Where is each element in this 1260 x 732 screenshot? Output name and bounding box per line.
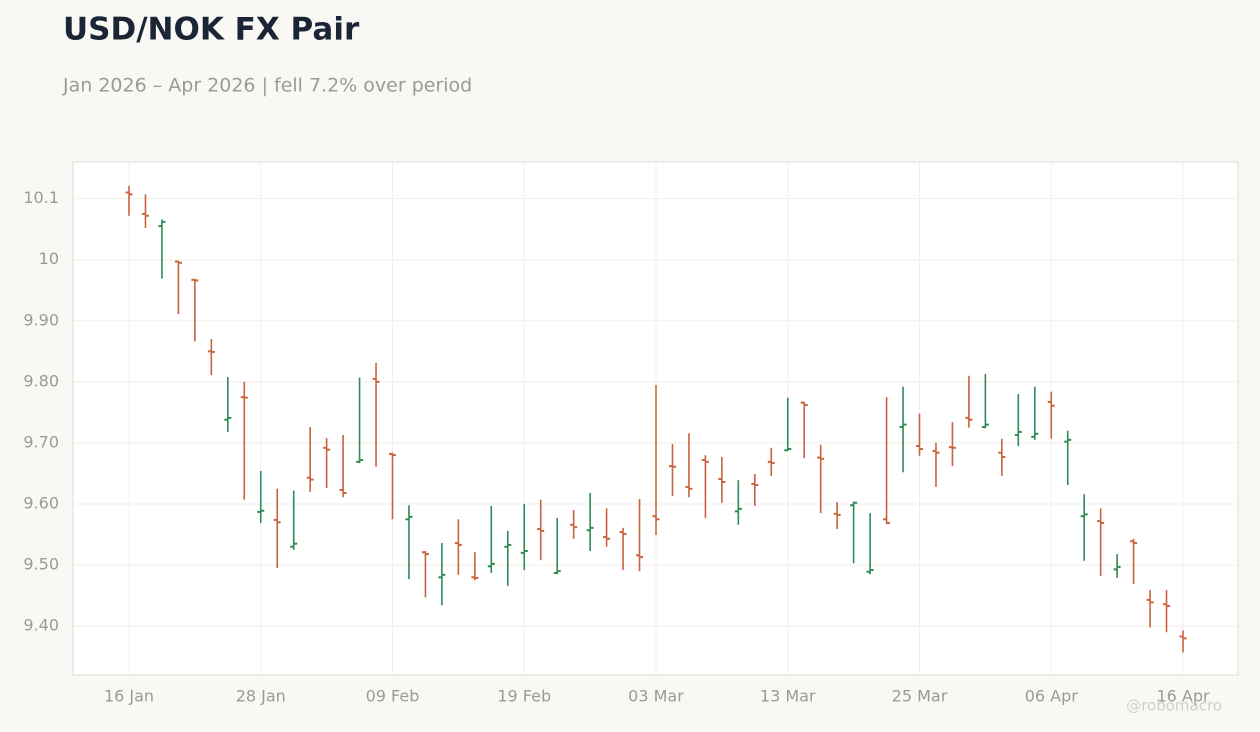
x-tick-label: 06 Apr: [1025, 687, 1079, 706]
x-tick-label: 16 Apr: [1156, 687, 1210, 706]
x-tick-label: 25 Mar: [892, 687, 948, 706]
y-tick-label: 9.50: [23, 555, 59, 574]
y-tick-label: 10.1: [23, 188, 59, 207]
chart-title: USD/NOK FX Pair: [63, 12, 360, 48]
x-tick-label: 19 Feb: [497, 687, 551, 706]
y-tick-label: 9.80: [23, 371, 59, 390]
x-tick-label: 28 Jan: [236, 687, 286, 706]
watermark: @robomacro: [1126, 697, 1222, 715]
x-tick-label: 13 Mar: [760, 687, 816, 706]
x-tick-label: 16 Jan: [104, 687, 154, 706]
x-tick-label: 03 Mar: [628, 687, 684, 706]
chart-subtitle: Jan 2026 – Apr 2026 | fell 7.2% over per…: [62, 75, 472, 97]
y-tick-label: 9.70: [23, 432, 59, 451]
y-tick-label: 10: [39, 249, 59, 268]
x-tick-label: 09 Feb: [366, 687, 420, 706]
y-tick-label: 9.40: [23, 616, 59, 635]
y-tick-label: 9.60: [23, 494, 59, 513]
y-tick-label: 9.90: [23, 310, 59, 329]
